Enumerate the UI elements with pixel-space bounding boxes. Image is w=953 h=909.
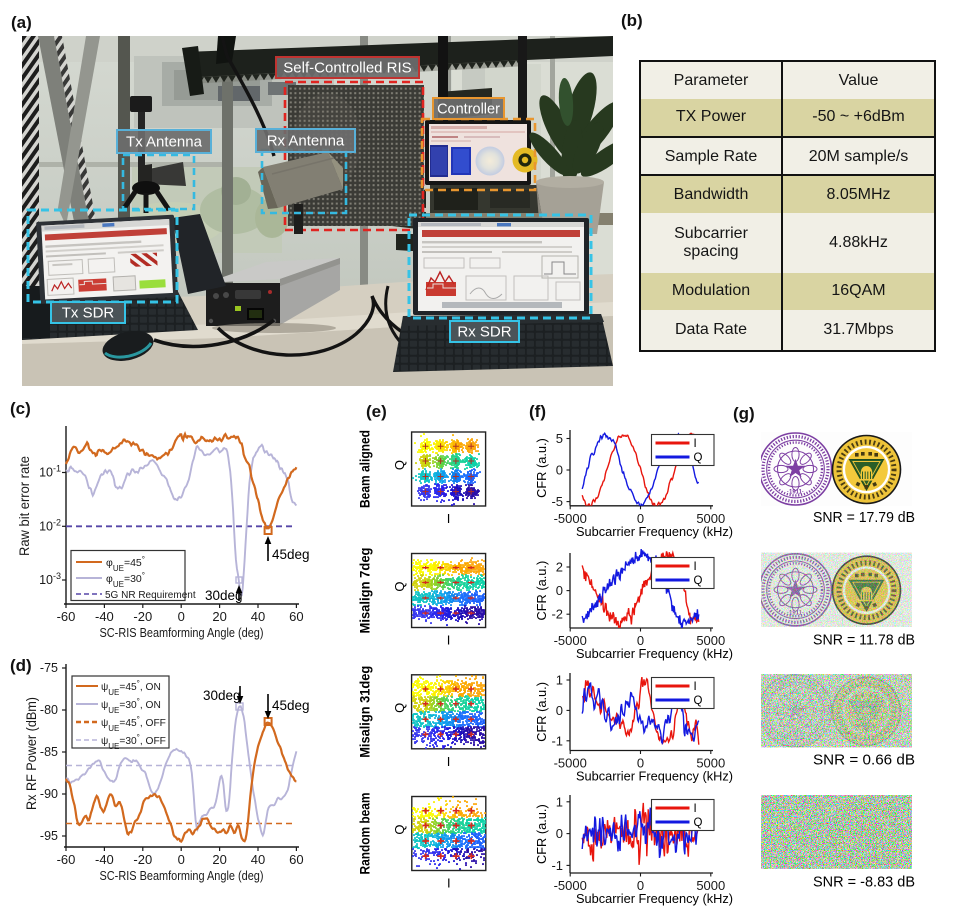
svg-text:60: 60: [289, 609, 303, 624]
svg-text:-2: -2: [551, 607, 563, 622]
svg-text:45deg: 45deg: [272, 547, 310, 562]
svg-text:20: 20: [212, 609, 226, 624]
svg-text:-40: -40: [95, 609, 114, 624]
svg-text:I: I: [447, 754, 451, 769]
svg-text:-95: -95: [40, 829, 58, 843]
svg-text:-5000: -5000: [554, 878, 587, 893]
svg-text:SNR = 0.66 dB: SNR = 0.66 dB: [813, 753, 915, 769]
svg-text:SNR = -8.83 dB: SNR = -8.83 dB: [813, 875, 915, 891]
svg-text:CFR (a.u.): CFR (a.u.): [534, 804, 549, 864]
svg-text:Rx RF Power (dBm): Rx RF Power (dBm): [24, 697, 39, 810]
svg-text:-40: -40: [95, 852, 114, 867]
svg-text:I: I: [447, 511, 451, 526]
svg-text:30deg: 30deg: [205, 588, 243, 603]
svg-text:40: 40: [251, 609, 265, 624]
svg-text:CFR (a.u.): CFR (a.u.): [534, 438, 549, 498]
svg-text:Random beam: Random beam: [358, 793, 373, 875]
svg-text:40: 40: [251, 852, 265, 867]
svg-text:-5000: -5000: [554, 756, 587, 771]
svg-text:0: 0: [556, 463, 563, 478]
svg-text:Q: Q: [694, 575, 703, 587]
svg-text:I: I: [694, 561, 697, 573]
svg-text:-5000: -5000: [554, 633, 587, 648]
svg-text:Self-Controlled RIS: Self-Controlled RIS: [283, 60, 411, 77]
svg-text:0: 0: [178, 609, 185, 624]
svg-text:SNR = 17.79 dB: SNR = 17.79 dB: [813, 510, 915, 526]
svg-text:SC-RIS Beamforming Angle (deg): SC-RIS Beamforming Angle (deg): [100, 625, 264, 640]
svg-text:-75: -75: [40, 661, 58, 675]
svg-text:SC-RIS Beamforming Angle (deg): SC-RIS Beamforming Angle (deg): [100, 868, 264, 883]
svg-text:Beam aligned: Beam aligned: [358, 430, 373, 508]
svg-text:Rx SDR: Rx SDR: [457, 324, 511, 341]
svg-text:-20: -20: [133, 609, 152, 624]
svg-text:2: 2: [556, 560, 563, 575]
svg-text:-85: -85: [40, 745, 58, 759]
svg-text:Q: Q: [392, 703, 407, 713]
svg-text:5: 5: [556, 431, 563, 446]
svg-text:0: 0: [637, 633, 644, 648]
svg-text:I: I: [694, 438, 697, 450]
svg-text:Raw bit error rate: Raw bit error rate: [17, 456, 32, 556]
svg-text:0: 0: [556, 583, 563, 598]
svg-text:Q: Q: [694, 452, 703, 464]
svg-text:20: 20: [212, 852, 226, 867]
svg-text:10-3: 10-3: [39, 571, 61, 587]
svg-text:Subcarrier Frequency (kHz): Subcarrier Frequency (kHz): [576, 524, 733, 539]
svg-text:Q: Q: [392, 824, 407, 834]
svg-text:-60: -60: [57, 852, 76, 867]
svg-text:Misalign 31deg: Misalign 31deg: [358, 666, 373, 758]
svg-text:Q: Q: [694, 817, 703, 829]
svg-text:I: I: [447, 633, 451, 648]
svg-text:0: 0: [178, 852, 185, 867]
svg-text:0: 0: [556, 826, 563, 841]
svg-text:Tx Antenna: Tx Antenna: [126, 134, 203, 151]
svg-text:0: 0: [637, 756, 644, 771]
svg-text:I: I: [694, 681, 697, 693]
svg-text:30deg: 30deg: [203, 688, 241, 703]
svg-text:-90: -90: [40, 787, 58, 801]
svg-text:Misalign 7deg: Misalign 7deg: [358, 548, 373, 634]
svg-text:1: 1: [556, 794, 563, 809]
svg-text:60: 60: [289, 852, 303, 867]
svg-text:1: 1: [556, 673, 563, 688]
svg-text:-80: -80: [40, 703, 58, 717]
svg-text:0: 0: [637, 511, 644, 526]
svg-text:45deg: 45deg: [272, 698, 310, 713]
svg-text:Rx Antenna: Rx Antenna: [267, 133, 345, 150]
svg-text:Subcarrier Frequency (kHz): Subcarrier Frequency (kHz): [576, 769, 733, 784]
svg-text:5000: 5000: [696, 511, 725, 526]
svg-text:0: 0: [556, 703, 563, 718]
svg-text:Q: Q: [392, 460, 407, 470]
svg-text:5000: 5000: [696, 756, 725, 771]
svg-text:SNR = 11.78 dB: SNR = 11.78 dB: [813, 633, 915, 649]
svg-text:I: I: [447, 876, 451, 891]
svg-text:-5000: -5000: [554, 511, 587, 526]
svg-text:0: 0: [637, 878, 644, 893]
svg-text:Q: Q: [392, 581, 407, 591]
svg-text:CFR (a.u.): CFR (a.u.): [534, 682, 549, 742]
svg-text:Controller: Controller: [437, 102, 500, 118]
svg-text:-5: -5: [551, 494, 563, 509]
svg-text:Subcarrier Frequency (kHz): Subcarrier Frequency (kHz): [576, 646, 733, 661]
svg-text:10-1: 10-1: [39, 464, 61, 480]
svg-text:-20: -20: [133, 852, 152, 867]
svg-text:5000: 5000: [696, 878, 725, 893]
svg-text:-60: -60: [57, 609, 76, 624]
svg-text:Subcarrier Frequency (kHz): Subcarrier Frequency (kHz): [576, 891, 733, 906]
svg-text:5G NR Requirement: 5G NR Requirement: [105, 590, 196, 601]
svg-text:-1: -1: [551, 858, 563, 873]
svg-text:CFR (a.u.): CFR (a.u.): [534, 561, 549, 621]
svg-text:5000: 5000: [696, 633, 725, 648]
svg-text:10-2: 10-2: [39, 517, 61, 533]
svg-text:-1: -1: [551, 733, 563, 748]
svg-text:I: I: [694, 803, 697, 815]
svg-text:Tx SDR: Tx SDR: [62, 305, 115, 322]
svg-text:Q: Q: [694, 695, 703, 707]
